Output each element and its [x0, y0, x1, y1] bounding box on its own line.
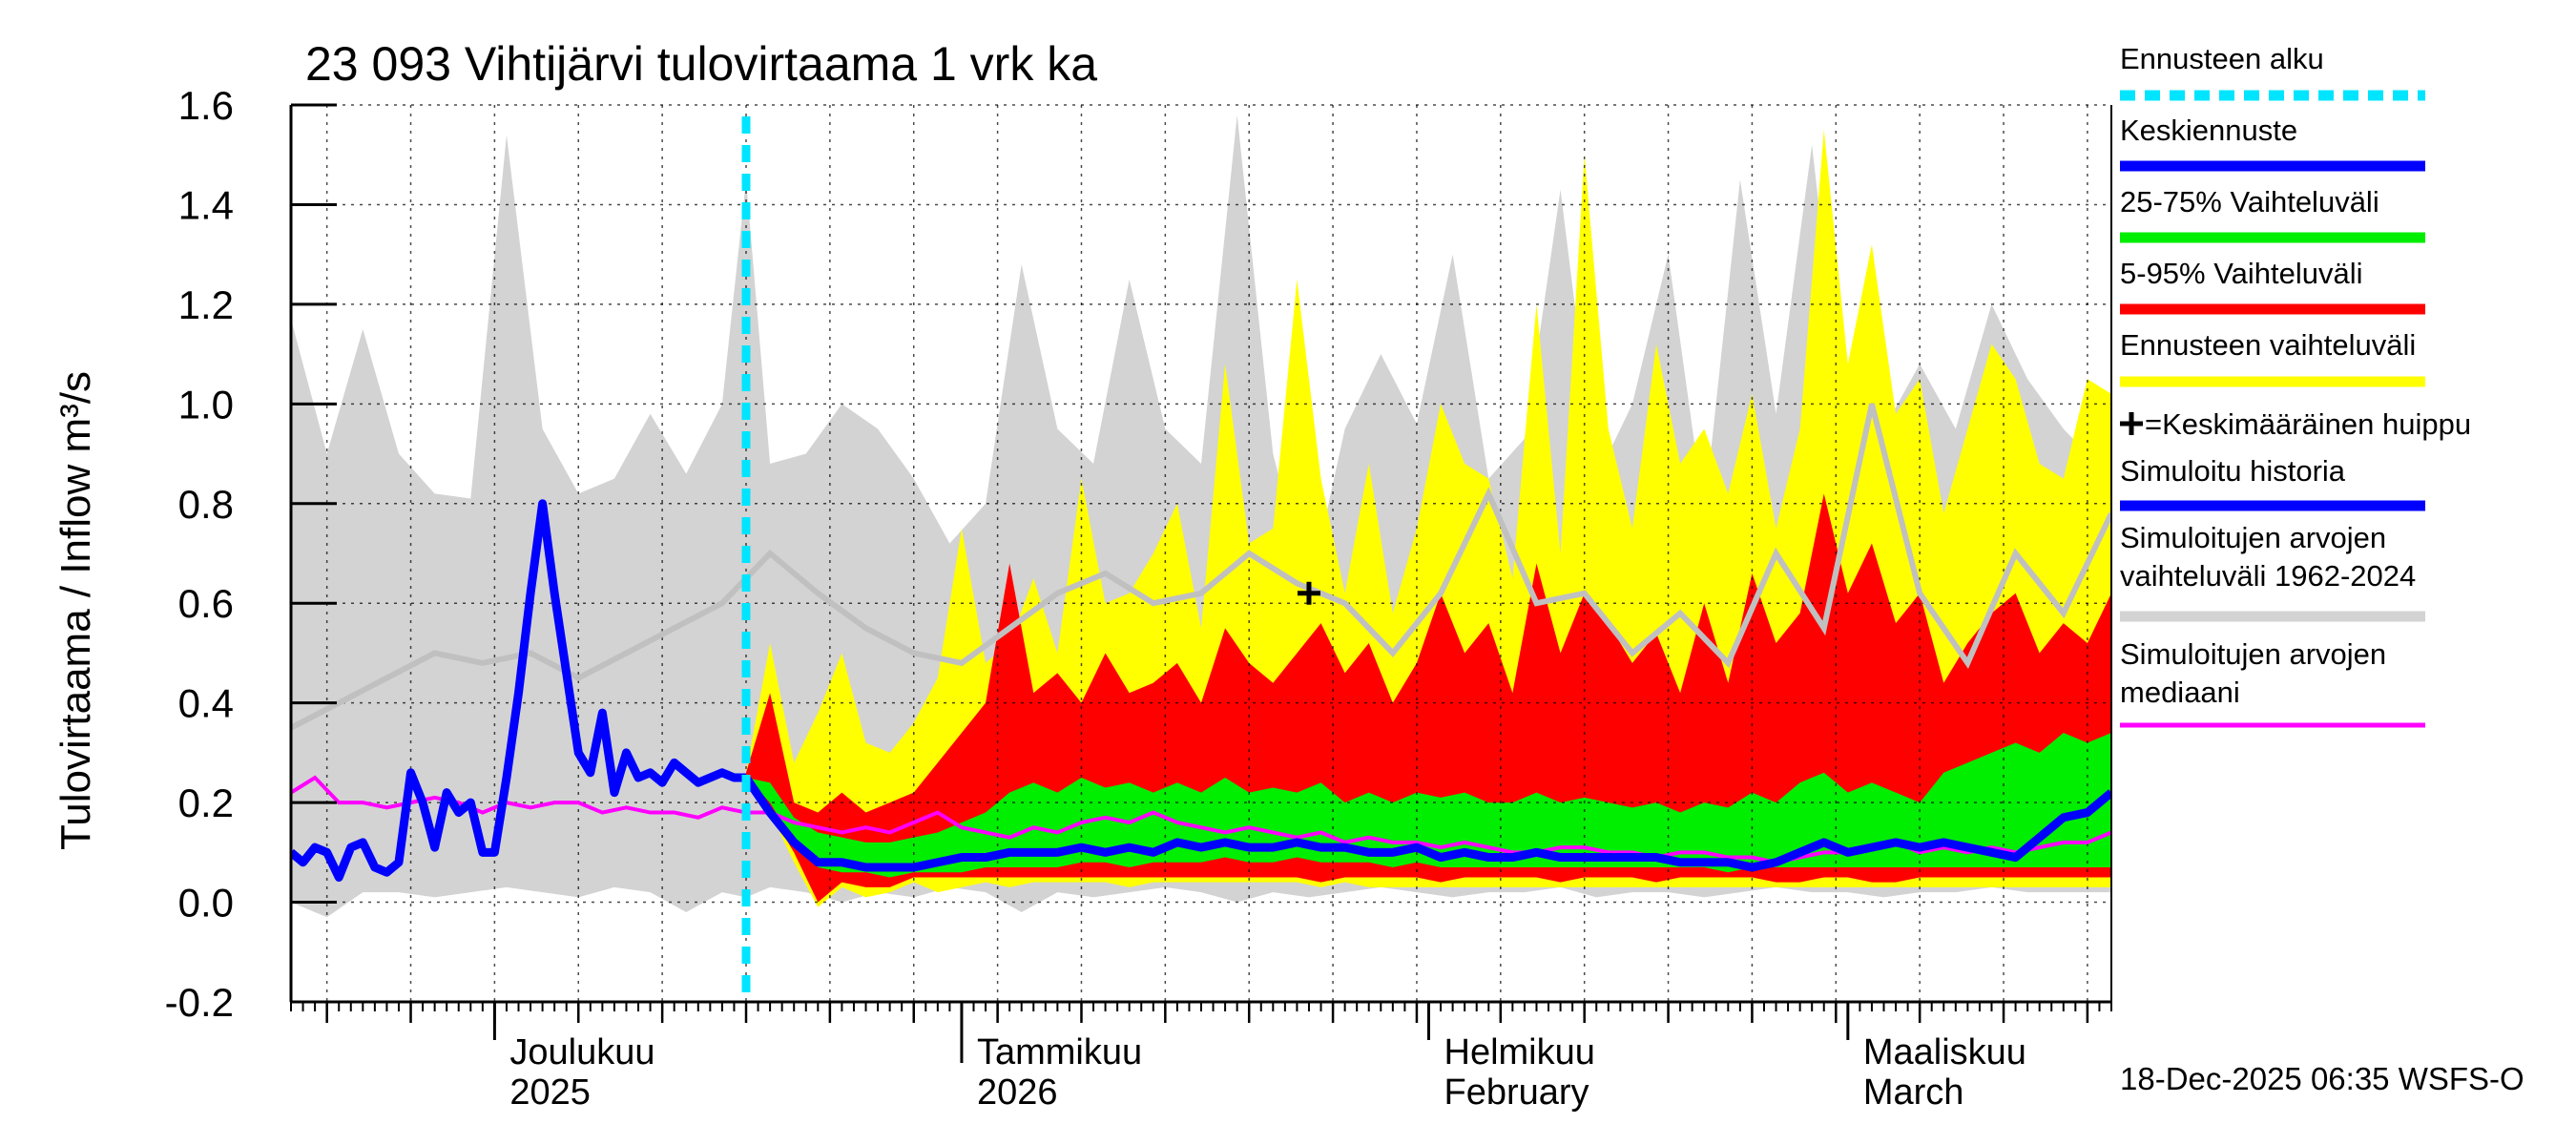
y-tick-label: 0.6	[178, 581, 234, 626]
month-sublabel: March	[1863, 1072, 1964, 1113]
mean-forecast-line	[742, 775, 2111, 872]
chart-title: 23 093 Vihtijärvi tulovirtaama 1 vrk ka	[305, 37, 1097, 91]
legend-label: Keskiennuste	[2120, 114, 2297, 147]
y-tick-label: 0.8	[178, 482, 234, 527]
p25-75-band	[746, 733, 2111, 878]
legend-label: Simuloitujen arvojen	[2120, 637, 2386, 671]
month-sublabel: February	[1444, 1072, 1589, 1113]
timestamp-footer: 18-Dec-2025 06:35 WSFS-O	[2120, 1061, 2524, 1096]
month-label: Joulukuu	[509, 1032, 654, 1072]
legend-peak-marker	[2120, 412, 2143, 435]
mean-peak-marker	[1297, 581, 1320, 605]
chart-axes: -0.20.00.20.40.60.81.01.21.41.6Joulukuu2…	[165, 83, 2112, 1113]
legend-label: =Keskimääräinen huippu	[2145, 407, 2471, 441]
history-envelope-line	[291, 403, 2111, 731]
legend-label: vaihteluväli 1962-2024	[2120, 559, 2416, 593]
median-line	[291, 775, 2111, 864]
chart-areas	[291, 114, 2111, 918]
y-tick-label: 0.2	[178, 781, 234, 825]
month-label: Tammikuu	[977, 1032, 1142, 1072]
legend-label: Simuloitujen arvojen	[2120, 521, 2386, 554]
y-tick-label: -0.2	[165, 980, 234, 1025]
legend: Ennusteen alku Keskiennuste 25-75% Vaihtel…	[2120, 42, 2471, 728]
legend-label: mediaani	[2120, 676, 2240, 709]
legend-label: 5-95% Vaihteluväli	[2120, 257, 2362, 290]
month-sublabel: 2026	[977, 1072, 1058, 1113]
legend-label: Ennusteen vaihteluväli	[2120, 328, 2416, 362]
month-label: Helmikuu	[1444, 1032, 1595, 1072]
legend-label: Simuloitu historia	[2120, 454, 2346, 488]
simulated-history-line	[291, 499, 746, 882]
y-tick-label: 0.4	[178, 681, 234, 726]
y-tick-label: 1.4	[178, 182, 234, 227]
legend-label: 25-75% Vaihteluväli	[2120, 185, 2379, 219]
y-axis-label: Tulovirtaama / Inflow m³/s	[52, 371, 99, 850]
month-label: Maaliskuu	[1863, 1032, 2026, 1072]
month-sublabel: 2025	[509, 1072, 591, 1113]
y-tick-label: 1.2	[178, 282, 234, 327]
chart-lines	[291, 116, 2111, 1002]
y-tick-label: 0.0	[178, 881, 234, 926]
y-tick-label: 1.6	[178, 83, 234, 128]
legend-label: Ennusteen alku	[2120, 42, 2324, 75]
y-tick-label: 1.0	[178, 382, 234, 427]
